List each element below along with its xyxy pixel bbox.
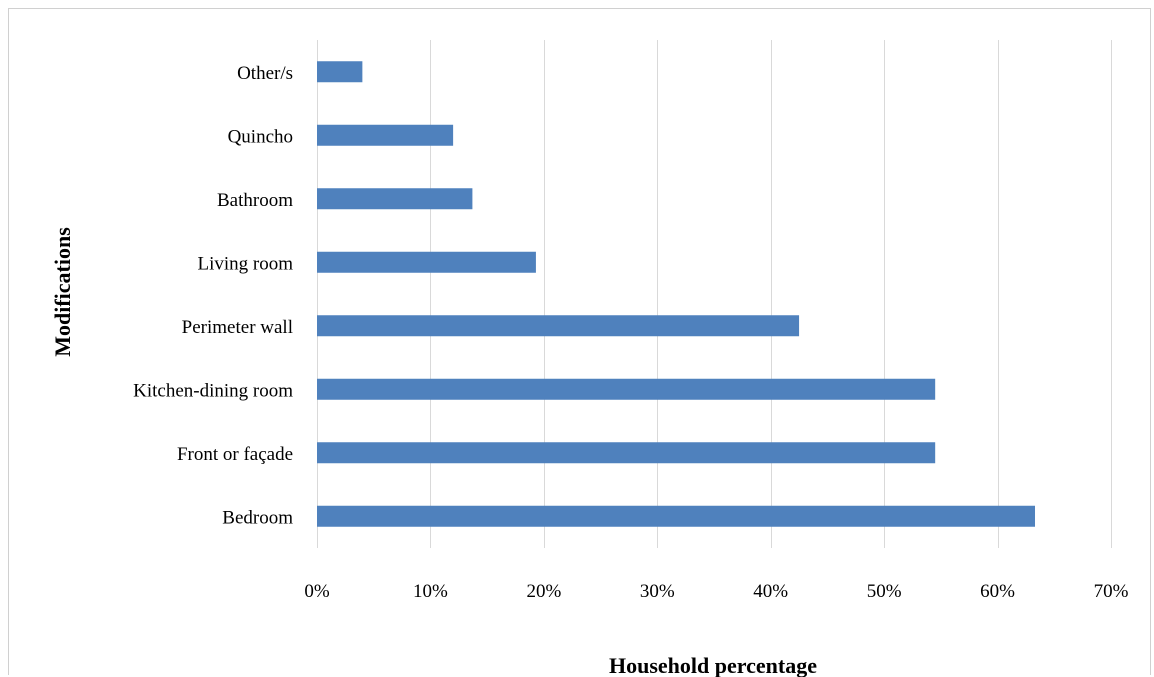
bar (317, 251, 536, 273)
bar (317, 378, 936, 400)
x-tick-label: 0% (304, 581, 330, 602)
category-label: Quincho (228, 126, 293, 147)
category-label: Other/s (237, 63, 293, 84)
chart-frame (8, 8, 1151, 675)
x-tick-label: 20% (526, 581, 561, 602)
y-axis-title: Modifications (50, 227, 75, 357)
x-axis-title: Household percentage (609, 653, 817, 677)
category-label: Perimeter wall (182, 317, 293, 338)
category-label: Front or façade (177, 444, 293, 465)
bar (317, 505, 1036, 527)
x-tick-label: 10% (413, 581, 448, 602)
x-tick-label: 50% (867, 581, 902, 602)
category-label: Living room (197, 253, 293, 274)
x-tick-label: 30% (640, 581, 675, 602)
category-label: Kitchen-dining room (133, 380, 293, 401)
bar (317, 315, 800, 337)
gridlines (317, 40, 1112, 548)
bar (317, 61, 363, 83)
bar (317, 188, 473, 210)
x-tick-label: 40% (753, 581, 788, 602)
category-label: Bathroom (217, 190, 293, 211)
bars (317, 61, 1036, 527)
x-tick-labels: 0% 10% 20% 30% 40% 50% 60% 70% (304, 581, 1128, 602)
category-labels: Other/s Quincho Bathroom Living room Perimet… (133, 63, 293, 529)
category-label: Bedroom (222, 507, 293, 528)
bar (317, 442, 936, 464)
bar (317, 124, 454, 146)
x-tick-label: 60% (980, 581, 1015, 602)
x-tick-label: 70% (1094, 581, 1129, 602)
